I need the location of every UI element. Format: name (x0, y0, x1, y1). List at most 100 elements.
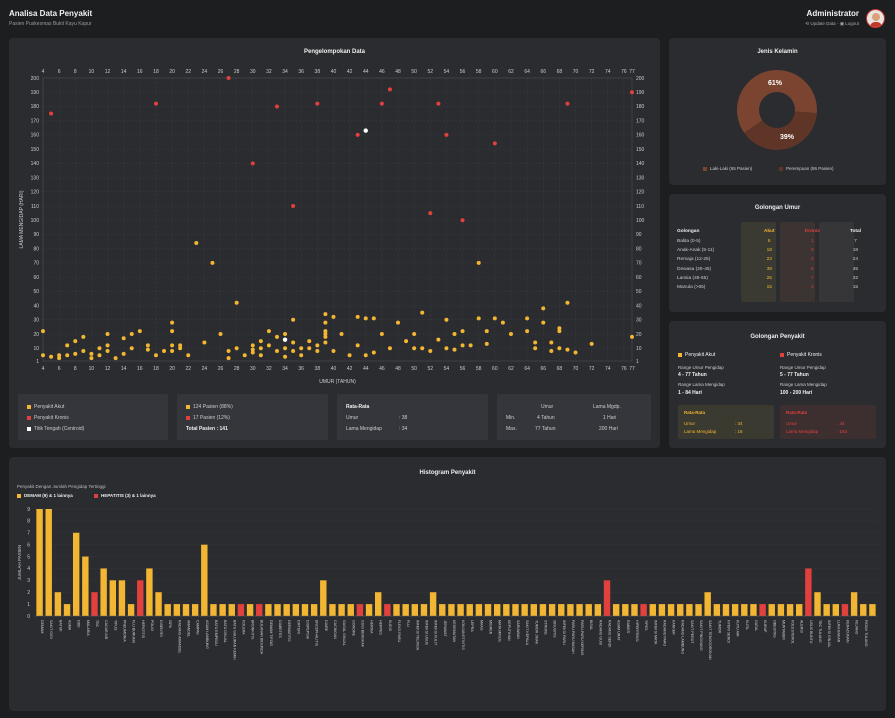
histogram-bar[interactable] (777, 604, 785, 616)
histogram-bar[interactable] (860, 604, 867, 616)
histogram-bar[interactable] (539, 604, 547, 616)
avatar[interactable] (866, 9, 885, 28)
histogram-bar[interactable] (594, 604, 602, 616)
update-data-link[interactable]: Update Data (810, 21, 836, 26)
histogram-bar[interactable] (805, 568, 812, 616)
histogram-bar[interactable] (137, 580, 144, 616)
histogram-bar[interactable] (841, 604, 849, 616)
histogram-bar[interactable] (521, 604, 528, 616)
histogram-bar[interactable] (475, 604, 483, 616)
histogram-bar[interactable] (869, 604, 876, 616)
histogram-xtick: MALARIA (86, 620, 90, 636)
histogram-bar[interactable] (246, 604, 254, 616)
histogram-bar[interactable] (228, 604, 235, 616)
histogram-bar[interactable] (356, 604, 364, 616)
histogram-bar[interactable] (603, 580, 611, 616)
histogram-bar[interactable] (439, 604, 446, 616)
histogram-bar[interactable] (832, 604, 840, 616)
histogram-bar[interactable] (301, 604, 309, 616)
histogram-bar[interactable] (191, 604, 199, 616)
histogram-bar[interactable] (448, 604, 455, 616)
histogram-bar[interactable] (256, 604, 263, 616)
histogram-bar[interactable] (429, 592, 437, 616)
histogram-bar[interactable] (82, 556, 89, 616)
histogram-bar[interactable] (741, 604, 748, 616)
histogram-bar[interactable] (622, 604, 629, 616)
histogram-bar[interactable] (36, 509, 43, 616)
histogram-bar[interactable] (109, 580, 116, 616)
histogram-bar[interactable] (164, 604, 171, 616)
histogram-bar[interactable] (457, 604, 464, 616)
histogram-bar[interactable] (420, 604, 428, 616)
histogram-bar[interactable] (63, 604, 71, 616)
histogram-bar[interactable] (722, 604, 730, 616)
histogram-bar[interactable] (91, 592, 98, 616)
histogram-bar[interactable] (100, 568, 107, 616)
histogram-bar[interactable] (695, 604, 702, 616)
histogram-bar[interactable] (54, 592, 62, 616)
histogram-bar[interactable] (283, 604, 290, 616)
histogram-bar[interactable] (155, 592, 162, 616)
histogram-bar[interactable] (548, 604, 556, 616)
histogram-bar[interactable] (567, 604, 574, 616)
histogram-bar[interactable] (411, 604, 419, 616)
histogram-bar[interactable] (402, 604, 409, 616)
histogram-bar[interactable] (823, 604, 830, 616)
histogram-bar[interactable] (201, 544, 208, 616)
histogram-bar[interactable] (365, 604, 373, 616)
histogram-bar[interactable] (631, 604, 638, 616)
histogram-bar[interactable] (210, 604, 217, 616)
histogram-bar[interactable] (731, 604, 739, 616)
histogram-bar[interactable] (640, 604, 647, 616)
histogram-bar[interactable] (704, 592, 711, 616)
histogram-bar[interactable] (146, 568, 153, 616)
histogram-bar[interactable] (814, 592, 821, 616)
histogram-bar[interactable] (759, 604, 766, 616)
histogram-bar[interactable] (677, 604, 684, 616)
scatter-point-acute (170, 329, 175, 334)
histogram-bar[interactable] (786, 604, 794, 616)
histogram-bar[interactable] (576, 604, 583, 616)
histogram-bar[interactable] (182, 604, 190, 616)
histogram-bar[interactable] (750, 604, 757, 616)
histogram-bar[interactable] (850, 592, 858, 616)
age-table-cell: Lansia (46-65) (677, 275, 708, 281)
histogram-bar[interactable] (649, 604, 656, 616)
histogram-bar[interactable] (393, 604, 400, 616)
age-table-header: Golongan (677, 229, 700, 234)
histogram-bar[interactable] (292, 604, 300, 616)
histogram-bar[interactable] (375, 592, 382, 616)
logout-link[interactable]: Logout (845, 21, 859, 26)
histogram-bar[interactable] (310, 604, 318, 616)
histogram-bar[interactable] (384, 604, 391, 616)
histogram-bar[interactable] (338, 604, 345, 616)
histogram-bar[interactable] (45, 509, 52, 616)
histogram-bar[interactable] (484, 604, 492, 616)
histogram-bar[interactable] (118, 580, 126, 616)
histogram-bar[interactable] (667, 604, 675, 616)
age-table-row: Manula (>65) 15 2 15 (677, 285, 877, 294)
histogram-bar[interactable] (320, 580, 327, 616)
histogram-bar[interactable] (347, 604, 354, 616)
histogram-bar[interactable] (530, 604, 537, 616)
histogram-bar[interactable] (658, 604, 666, 616)
histogram-bar[interactable] (237, 604, 245, 616)
histogram-bar[interactable] (466, 604, 473, 616)
histogram-bar[interactable] (329, 604, 336, 616)
histogram-bar[interactable] (713, 604, 721, 616)
histogram-bar[interactable] (796, 604, 803, 616)
histogram-bar[interactable] (219, 604, 226, 616)
histogram-bar[interactable] (686, 604, 693, 616)
histogram-bar[interactable] (274, 604, 281, 616)
histogram-bar[interactable] (173, 604, 181, 616)
histogram-bar[interactable] (127, 604, 135, 616)
histogram-bar[interactable] (558, 604, 565, 616)
histogram-bar[interactable] (265, 604, 272, 616)
histogram-bar[interactable] (612, 604, 620, 616)
histogram-bar[interactable] (72, 532, 80, 616)
histogram-bar[interactable] (585, 604, 592, 616)
histogram-bar[interactable] (512, 604, 519, 616)
histogram-bar[interactable] (503, 604, 510, 616)
histogram-bar[interactable] (493, 604, 501, 616)
histogram-bar[interactable] (768, 604, 775, 616)
